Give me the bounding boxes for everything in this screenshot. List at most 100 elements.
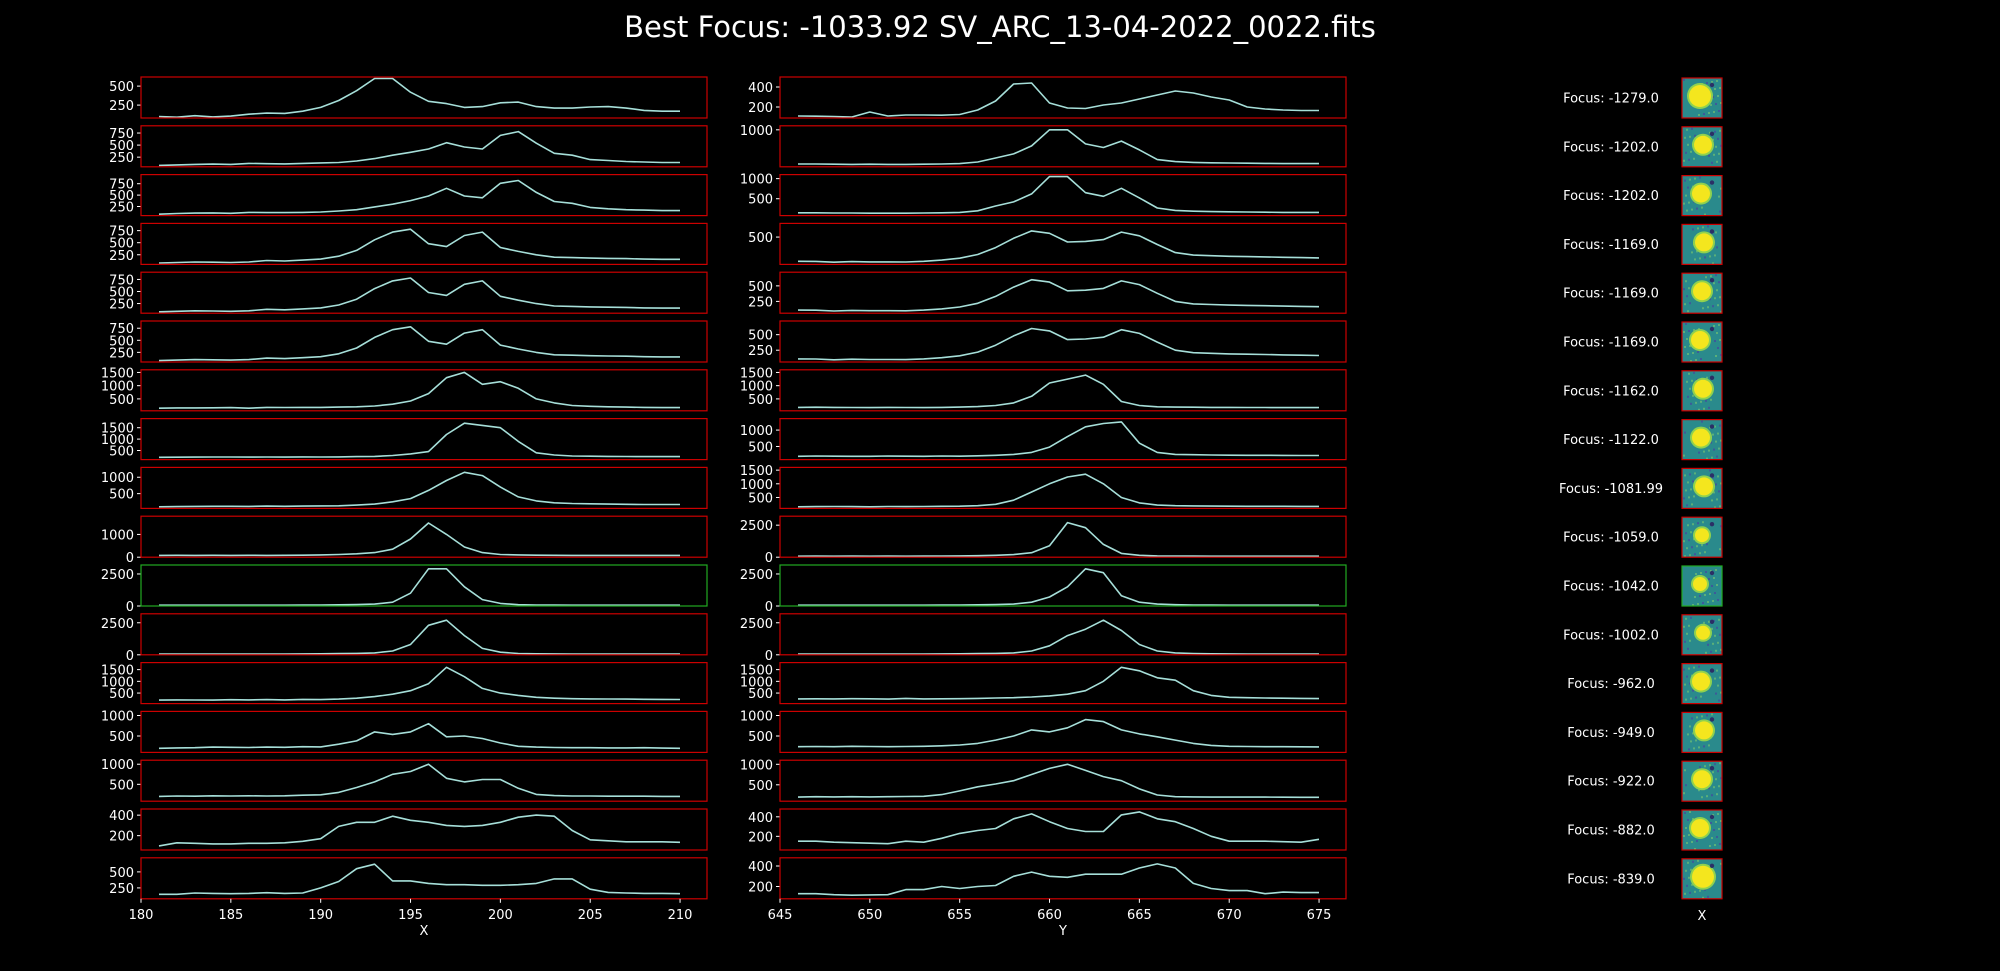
y-profile-line-13 bbox=[797, 666, 1320, 700]
focus-label-7: Focus: -1162.0 bbox=[1563, 384, 1659, 399]
x-plot-frame-13 bbox=[140, 661, 708, 705]
thumbnail-noise bbox=[1701, 715, 1703, 718]
x-xtick-label: 185 bbox=[218, 908, 243, 923]
thumbnail-noise bbox=[1693, 495, 1695, 498]
thumbnail-dark-pixel bbox=[1709, 619, 1715, 624]
thumbnail-noise bbox=[1715, 355, 1717, 357]
y-ytick-label: 200 bbox=[748, 881, 773, 896]
x-ytick-label: 500 bbox=[109, 488, 134, 503]
thumbnail-noise bbox=[1718, 281, 1720, 284]
thumbnail-noise bbox=[1706, 714, 1708, 717]
spot-thumbnail-15 bbox=[1681, 760, 1723, 802]
y-plot-frame-16 bbox=[779, 808, 1347, 851]
thumbnail-frame bbox=[1681, 419, 1723, 461]
thumbnail-noise bbox=[1689, 473, 1691, 476]
thumbnail-spot bbox=[1695, 721, 1713, 740]
thumbnail-dark-pixel bbox=[1709, 229, 1715, 234]
thumbnail-frame bbox=[1681, 662, 1723, 705]
thumbnail-noise bbox=[1692, 604, 1694, 606]
thumbnail-noise bbox=[1689, 682, 1691, 685]
thumbnail-noise bbox=[1697, 227, 1699, 230]
x-ytick-label: 1000 bbox=[101, 433, 134, 448]
thumbnail-noise bbox=[1683, 835, 1685, 837]
thumbnail-noise bbox=[1697, 603, 1699, 605]
thumbnail-noise bbox=[1692, 818, 1694, 820]
x-plot-frame-1 bbox=[140, 76, 708, 119]
thumbnail-noise bbox=[1709, 845, 1711, 847]
y-ytick-label: 1000 bbox=[740, 710, 773, 725]
x-profile-line-8 bbox=[158, 422, 680, 459]
x-ytick-label: 500 bbox=[109, 866, 134, 881]
thumbnail-noise bbox=[1684, 136, 1686, 139]
thumbnail-noise bbox=[1715, 649, 1717, 652]
focus-label-8: Focus: -1122.0 bbox=[1563, 433, 1659, 448]
thumbnail-noise bbox=[1717, 684, 1719, 687]
thumbnail-noise bbox=[1720, 482, 1722, 485]
thumbnail-dark-pixel bbox=[1709, 766, 1715, 771]
x-ytick-label: 1500 bbox=[101, 664, 134, 679]
thumbnail-noise bbox=[1683, 668, 1685, 671]
thumbnail-noise bbox=[1684, 474, 1686, 477]
thumbnail-noise bbox=[1684, 769, 1686, 772]
thumbnail-noise bbox=[1691, 546, 1693, 549]
thumbnail-noise bbox=[1719, 296, 1721, 299]
y-profile-plot-2: 1000 bbox=[740, 124, 1347, 168]
y-ytick-label: 200 bbox=[748, 101, 773, 116]
thumbnail-noise bbox=[1684, 812, 1686, 814]
x-profile-line-4 bbox=[158, 228, 680, 264]
y-profile-plot-10: 2500 0 bbox=[740, 515, 1347, 566]
thumbnail-noise bbox=[1688, 876, 1690, 879]
x-ytick-label: 500 bbox=[109, 139, 134, 154]
x-profile-plot-11: 2500 0 bbox=[101, 564, 708, 615]
y-ytick-label: 500 bbox=[748, 687, 773, 702]
focus-label-2: Focus: -1202.0 bbox=[1563, 140, 1659, 155]
thumbnail-noise bbox=[1717, 95, 1719, 97]
thumbnail-noise bbox=[1695, 401, 1697, 404]
thumbnail-noise bbox=[1717, 475, 1719, 478]
thumbnail-noise bbox=[1703, 450, 1705, 453]
x-ytick-label: 1000 bbox=[101, 675, 134, 690]
y-ytick-label: 1000 bbox=[740, 124, 773, 139]
thumbnail-noise bbox=[1707, 306, 1709, 309]
x-ytick-label: 500 bbox=[109, 444, 134, 459]
x-ytick-label: 0 bbox=[126, 600, 134, 615]
thumbnail-noise bbox=[1713, 448, 1715, 451]
y-profile-line-9 bbox=[797, 473, 1319, 508]
thumbnail-noise bbox=[1716, 455, 1718, 458]
thumbnail-noise bbox=[1689, 891, 1691, 894]
thumbnail-noise bbox=[1689, 345, 1691, 347]
thumbnail-noise bbox=[1711, 794, 1713, 797]
thumbnail-noise bbox=[1713, 829, 1715, 831]
spot-thumbnail-9 bbox=[1681, 467, 1723, 509]
thumbnail-noise bbox=[1718, 828, 1720, 830]
y-profile-plot-4: 500 bbox=[748, 222, 1347, 265]
thumbnail-noise bbox=[1699, 552, 1701, 555]
focus-label-12: Focus: -1002.0 bbox=[1563, 628, 1659, 643]
thumbnail-spot bbox=[1694, 379, 1712, 398]
y-ytick-label: 500 bbox=[748, 491, 773, 506]
thumbnail-noise bbox=[1691, 208, 1693, 211]
thumbnail-noise bbox=[1720, 311, 1722, 314]
thumbnail-noise bbox=[1690, 740, 1692, 743]
y-plot-frame-10 bbox=[779, 515, 1347, 558]
thumbnail-noise bbox=[1709, 298, 1711, 301]
thumbnail-noise bbox=[1685, 323, 1687, 325]
y-profile-line-16 bbox=[798, 811, 1320, 845]
x-ytick-label: 250 bbox=[109, 346, 134, 361]
thumbnail-spot bbox=[1695, 233, 1713, 252]
thumbnail-noise bbox=[1701, 420, 1703, 423]
thumbnail-noise bbox=[1713, 619, 1715, 622]
thumbnail-noise bbox=[1686, 884, 1688, 887]
x-ytick-label: 250 bbox=[109, 882, 134, 897]
thumbnail-noise bbox=[1691, 251, 1693, 254]
thumbnail-dark-pixel bbox=[1709, 863, 1715, 868]
thumbnail-spot bbox=[1693, 282, 1711, 301]
thumbnail-noise bbox=[1700, 358, 1702, 360]
y-profile-line-7 bbox=[797, 374, 1319, 409]
thumbnail-noise bbox=[1710, 570, 1712, 572]
thumbnail-noise bbox=[1694, 258, 1696, 261]
thumbnail-noise bbox=[1687, 353, 1689, 355]
y-xtick-label: 660 bbox=[1037, 908, 1062, 923]
